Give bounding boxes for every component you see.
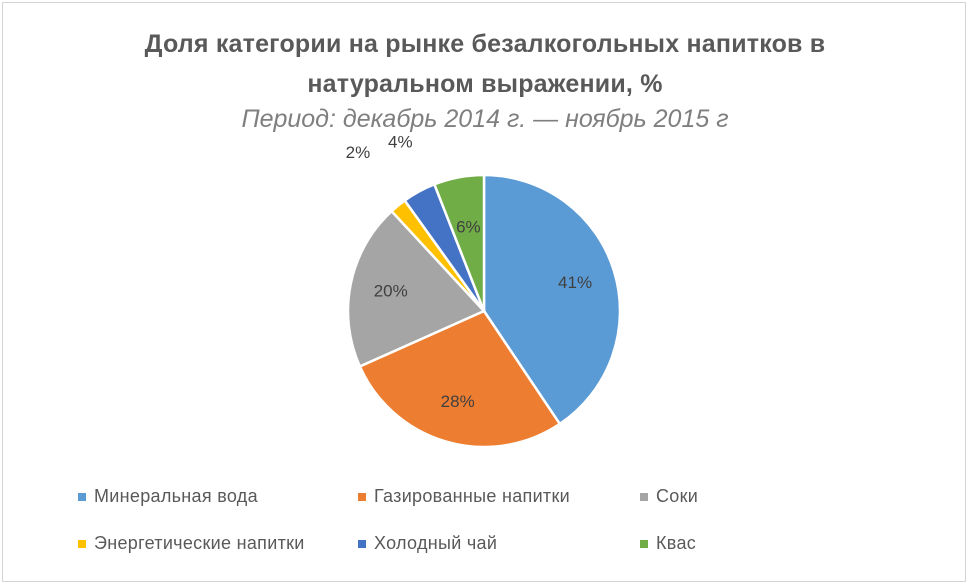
data-label-5: 4%: [388, 133, 413, 152]
legend-label: Газированные напитки: [374, 486, 571, 506]
legend-swatch: [640, 539, 648, 548]
chart-title-line-1: Доля категории на рынке безалкогольных н…: [144, 30, 826, 58]
legend-item-4: Энергетические напитки: [78, 533, 305, 554]
legend-swatch: [358, 539, 366, 548]
data-label-6: 6%: [456, 218, 481, 237]
data-label-4: 2%: [346, 143, 371, 162]
legend-label: Минеральная вода: [94, 486, 258, 506]
legend-label: Энергетические напитки: [94, 533, 305, 553]
legend-label: Квас: [656, 533, 697, 553]
legend-item-5: Холодный чай: [358, 533, 497, 554]
pie-slice-3: [346, 209, 487, 369]
legend-label: Холодный чай: [374, 533, 498, 553]
chart-title-line-2: натуральном выражении, %: [307, 70, 663, 98]
pie-slice-6: [432, 173, 486, 312]
legend-item-6: Квас: [640, 533, 696, 554]
legend-swatch: [78, 539, 86, 548]
pie-slice-1: [482, 173, 622, 426]
chart-subtitle: Период: декабрь 2014 г. — ноябрь 2015 г: [241, 105, 729, 133]
legend-item-3: Соки: [640, 486, 698, 507]
legend-label: Соки: [656, 486, 699, 506]
legend-item-2: Газированные напитки: [358, 486, 570, 507]
data-label-2: 28%: [441, 392, 475, 411]
legend-swatch: [78, 492, 86, 501]
legend-item-1: Минеральная вода: [78, 486, 258, 507]
legend-swatch: [358, 492, 366, 501]
legend-swatch: [640, 492, 648, 501]
data-label-1: 41%: [558, 273, 592, 292]
data-label-3: 20%: [374, 281, 408, 300]
